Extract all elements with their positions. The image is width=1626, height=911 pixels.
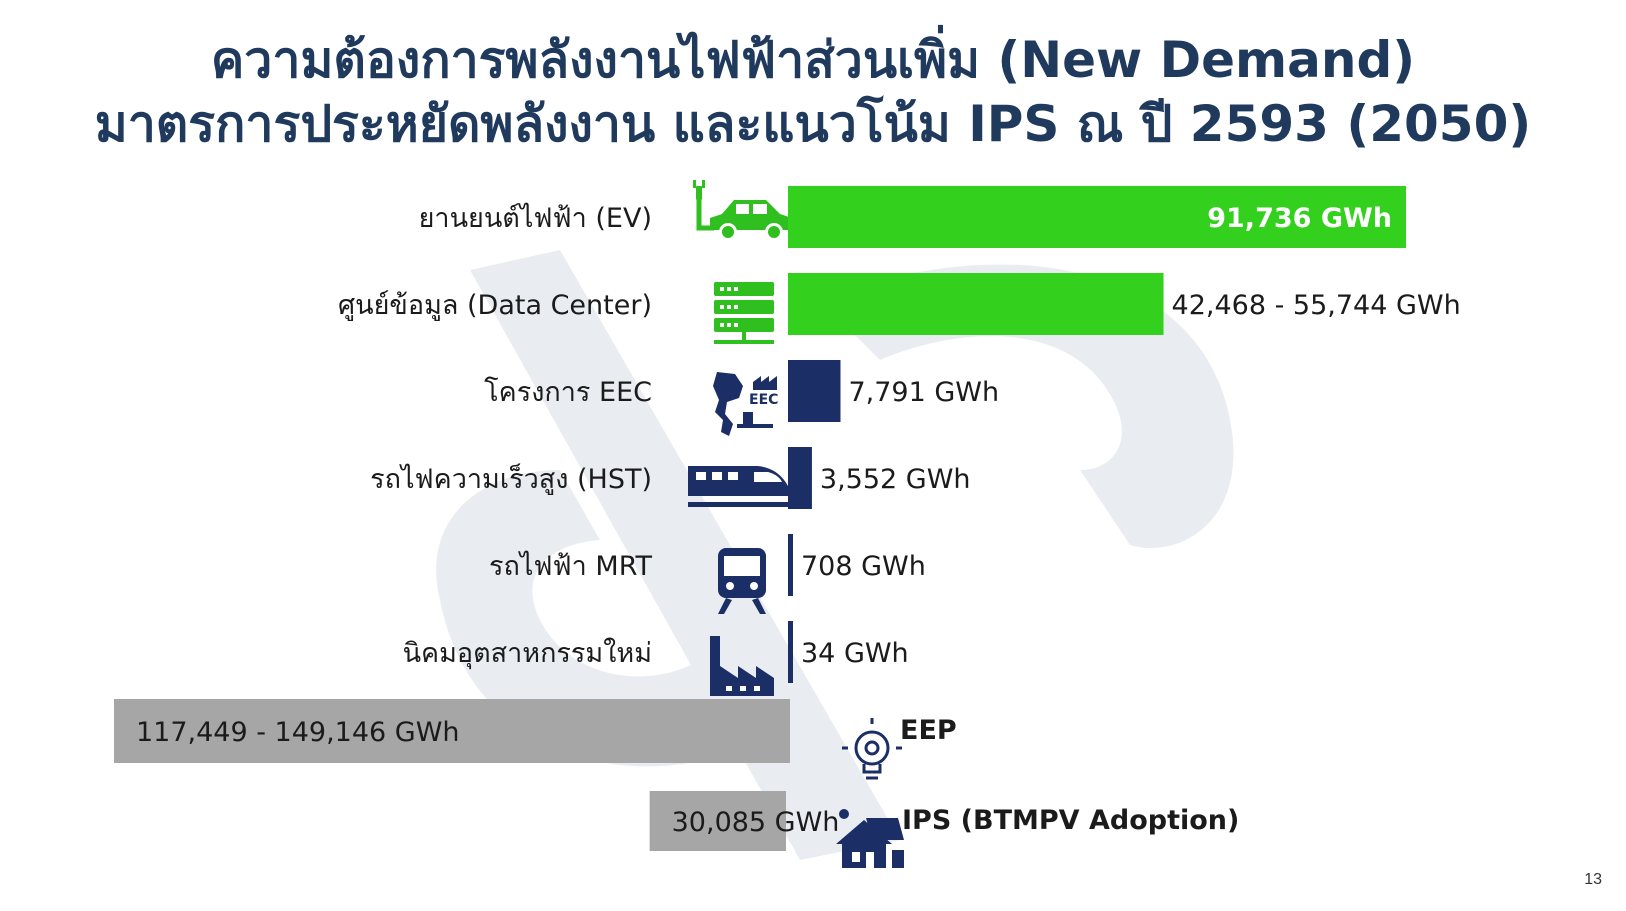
lightbulb-gear-icon xyxy=(842,718,902,780)
bar-increase-0 xyxy=(788,186,1406,248)
metro-train-icon xyxy=(718,548,766,614)
reduction-value-label-1: 30,085 GWh xyxy=(672,807,840,838)
value-label-2: 7,791 GWh xyxy=(848,377,999,408)
category-label-2: โครงการ EEC xyxy=(484,377,652,408)
factory-icon xyxy=(710,636,774,696)
value-label-5: 34 GWh xyxy=(801,638,909,669)
page-number: 13 xyxy=(1584,871,1602,888)
server-icon xyxy=(714,282,774,344)
category-label-1: ศูนย์ข้อมูล (Data Center) xyxy=(338,289,652,321)
slide-title-line2: มาตรการประหยัดพลังงาน และแนวโน้ม IPS ณ ป… xyxy=(94,95,1532,153)
reduction-value-label-0: 117,449 - 149,146 GWh xyxy=(136,717,460,748)
solar-house-icon xyxy=(836,809,904,868)
bar-increase-3 xyxy=(788,447,812,509)
bar-reduction-0 xyxy=(114,699,790,763)
bar-reduction-1 xyxy=(649,791,786,851)
bar-increase-5 xyxy=(788,621,793,683)
category-label-4: รถไฟฟ้า MRT xyxy=(489,551,652,582)
bar-increase-1 xyxy=(788,273,1164,335)
svg-text:EEC: EEC xyxy=(749,392,778,408)
value-label-0: 91,736 GWh xyxy=(1207,203,1392,234)
value-label-1: 42,468 - 55,744 GWh xyxy=(1172,290,1461,321)
bar-increase-4 xyxy=(788,534,793,596)
ev-car-icon xyxy=(693,180,792,241)
value-label-3: 3,552 GWh xyxy=(820,464,971,495)
value-label-4: 708 GWh xyxy=(801,551,926,582)
category-label-5: นิคมอุตสาหกรรมใหม่ xyxy=(403,637,652,670)
bar-increase-2 xyxy=(788,360,841,422)
reduction-category-label-1: IPS (BTMPV Adoption) xyxy=(902,805,1239,836)
thailand-map-eec-icon: EEC xyxy=(713,372,778,436)
category-label-0: ยานยนต์ไฟฟ้า (EV) xyxy=(419,202,652,234)
high-speed-train-icon xyxy=(688,466,794,507)
slide-title-line1: ความต้องการพลังงานไฟฟ้าส่วนเพิ่ม (New De… xyxy=(210,31,1416,89)
category-label-3: รถไฟความเร็วสูง (HST) xyxy=(370,461,652,495)
reduction-category-label-0: EEP xyxy=(900,715,957,746)
